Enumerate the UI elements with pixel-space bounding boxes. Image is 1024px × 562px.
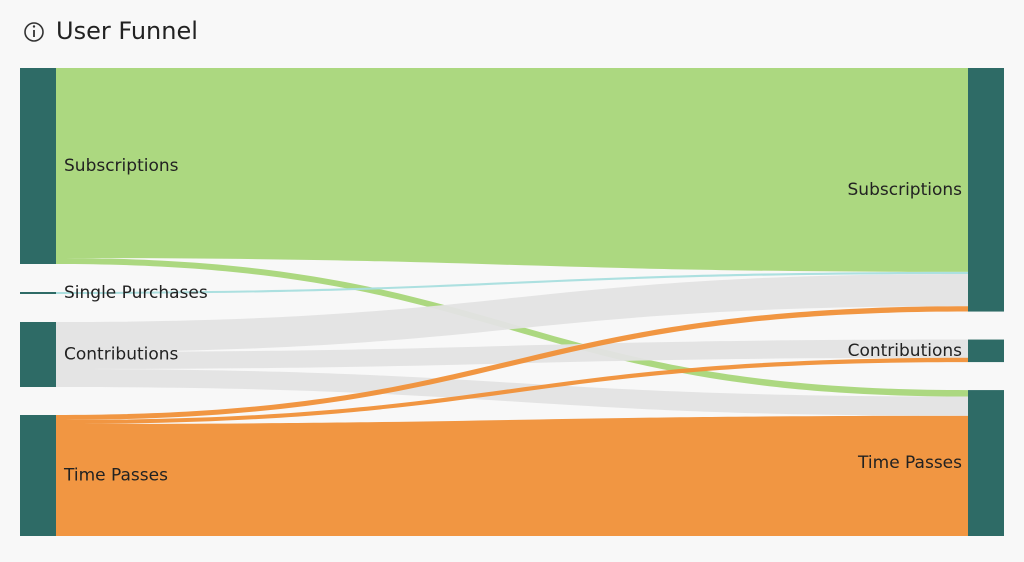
link bbox=[56, 415, 968, 536]
info-dot bbox=[32, 25, 36, 28]
info-circle bbox=[24, 22, 44, 42]
node-label: Subscriptions bbox=[848, 180, 963, 200]
nodes: Subscriptions Single Purchases Contributio… bbox=[20, 68, 1004, 536]
node bbox=[20, 292, 56, 294]
chart-title: User Funnel bbox=[56, 17, 198, 45]
node bbox=[968, 390, 1004, 536]
link bbox=[56, 306, 968, 420]
node-label: Subscriptions bbox=[64, 156, 179, 176]
link bbox=[56, 274, 968, 352]
node-label: Time Passes bbox=[63, 466, 168, 486]
link bbox=[56, 68, 968, 272]
node bbox=[20, 68, 56, 264]
links bbox=[56, 68, 968, 536]
node-label: Contributions bbox=[848, 341, 963, 361]
link bbox=[56, 357, 968, 424]
link bbox=[56, 271, 968, 294]
node bbox=[20, 322, 56, 387]
node-label: Time Passes bbox=[857, 453, 962, 473]
node-label: Single Purchases bbox=[64, 283, 208, 303]
node bbox=[968, 339, 1004, 363]
link bbox=[56, 339, 968, 369]
info-icon[interactable] bbox=[24, 22, 44, 42]
node bbox=[968, 68, 1004, 312]
node-label: Contributions bbox=[64, 345, 179, 365]
node bbox=[20, 415, 56, 536]
